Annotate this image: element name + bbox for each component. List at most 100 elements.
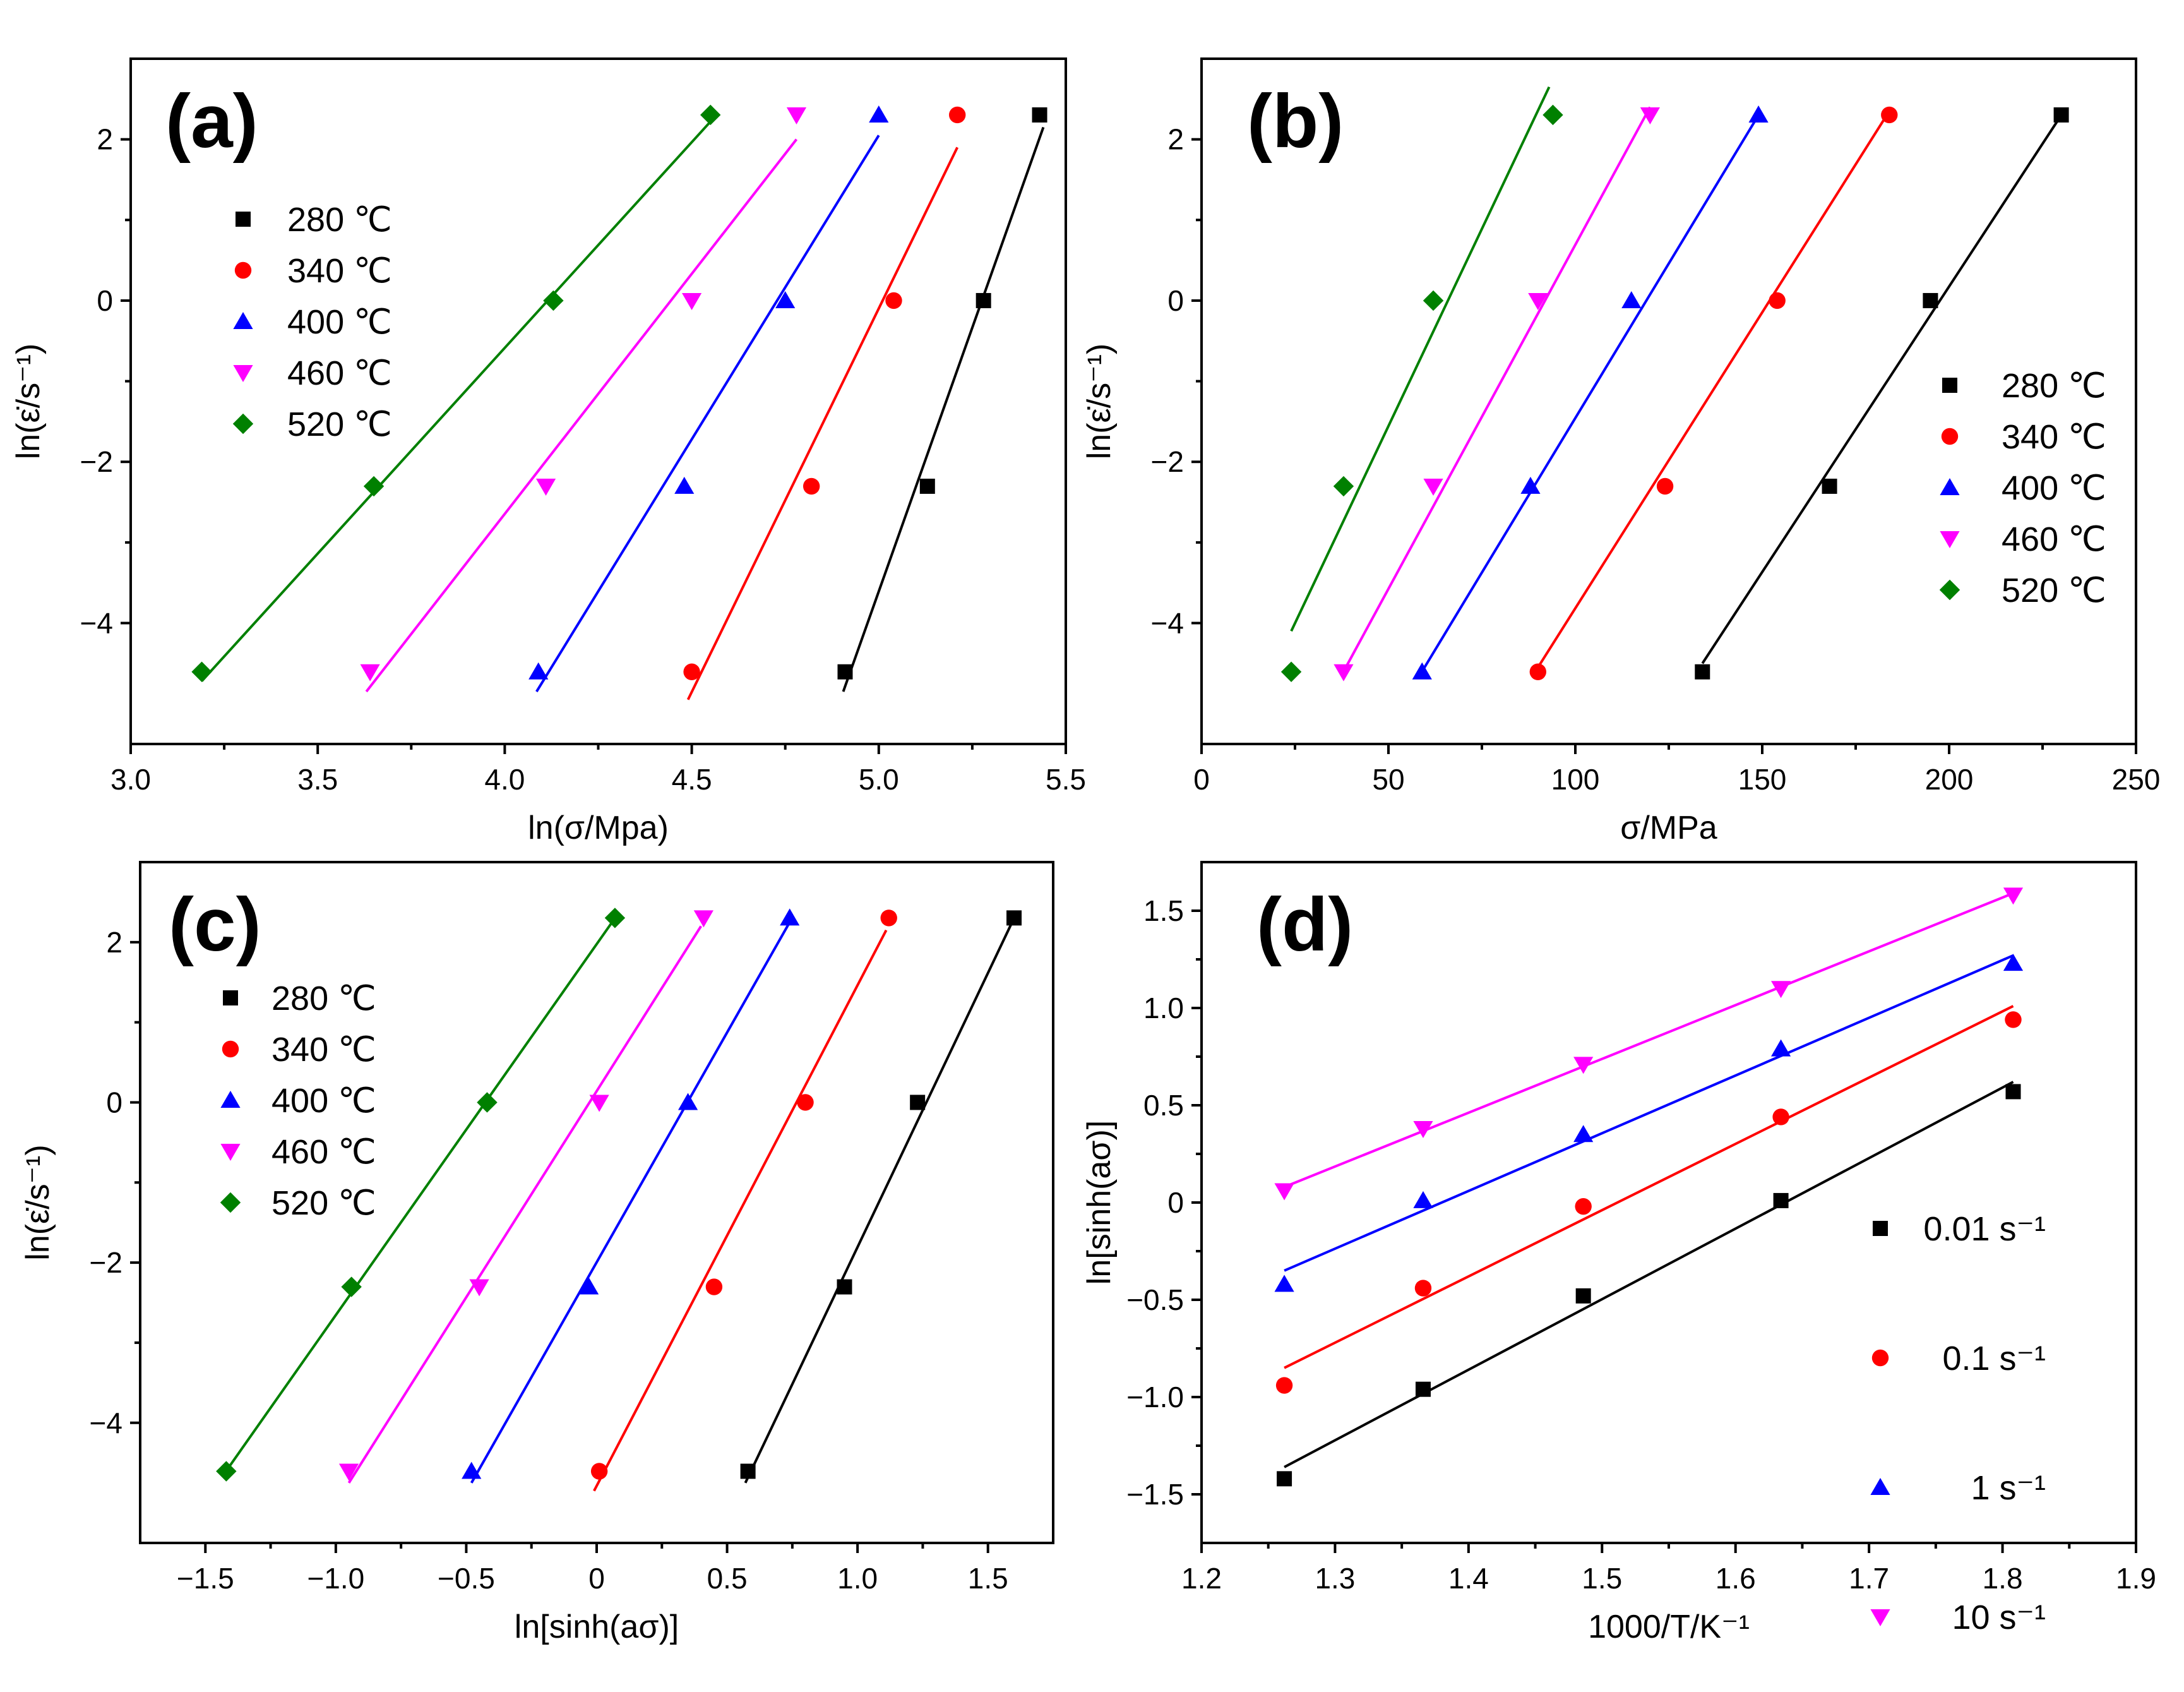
data-point (1274, 1183, 1294, 1201)
y-tick-label: −0.5 (1126, 1283, 1184, 1316)
data-point (462, 1461, 482, 1479)
data-point (705, 1278, 723, 1295)
y-tick-label: −1.5 (1126, 1478, 1184, 1511)
x-axis-title: σ/MPa (1620, 810, 1717, 846)
legend-label: 400 ℃ (2002, 469, 2106, 507)
legend-marker (1940, 478, 1960, 495)
data-point (1415, 1381, 1431, 1397)
series-3 (1274, 954, 2024, 1292)
data-point (1640, 107, 1660, 124)
data-point (1575, 1197, 1592, 1215)
data-point (1573, 1057, 1594, 1074)
fit-line (1537, 110, 1890, 668)
data-point (775, 291, 796, 308)
legend-marker (1870, 1609, 1890, 1626)
data-point (885, 292, 902, 309)
fit-line (225, 917, 616, 1472)
y-tick-label: 0 (97, 284, 113, 317)
legend-label: 340 ℃ (272, 1031, 376, 1069)
legend-label: 10 s⁻¹ (1952, 1599, 2046, 1636)
legend-label: 280 ℃ (2002, 367, 2106, 405)
data-point (678, 1093, 698, 1110)
x-tick-label: 250 (2112, 763, 2161, 796)
fit-line (1284, 954, 2014, 1272)
data-point (880, 909, 897, 927)
legend-marker (220, 1091, 241, 1108)
x-axis-title: ln(σ/Mpa) (528, 810, 669, 846)
data-point (1520, 476, 1541, 494)
data-point (837, 1279, 852, 1295)
y-tick-label: −1.0 (1126, 1381, 1184, 1413)
data-point (469, 1279, 489, 1297)
x-tick-label: 150 (1738, 763, 1787, 796)
data-point (1822, 478, 1837, 494)
x-tick-label: −1.5 (177, 1562, 234, 1595)
x-tick-label: 200 (1925, 763, 1974, 796)
data-point (1414, 1280, 1432, 1297)
data-point (1769, 292, 1786, 309)
legend-label: 280 ℃ (287, 201, 392, 239)
x-tick-label: 1.3 (1315, 1562, 1355, 1595)
legend-label: 460 ℃ (287, 354, 392, 392)
series-2 (1529, 106, 1898, 680)
data-point (579, 1277, 599, 1295)
y-tick-label: −2 (1151, 445, 1184, 478)
x-tick-label: 1.5 (1582, 1562, 1622, 1595)
fit-line (744, 917, 1015, 1484)
series-3 (1412, 105, 1769, 680)
data-point (682, 292, 702, 310)
data-point (1274, 1275, 1294, 1292)
fit-line (1342, 106, 1652, 673)
data-point (1695, 664, 1710, 680)
legend-marker (220, 1144, 241, 1161)
x-tick-label: 1.4 (1448, 1562, 1489, 1595)
data-point (477, 1092, 498, 1113)
y-tick-label: 0 (1167, 1186, 1184, 1219)
x-axis-title: 1000/T/K⁻¹ (1588, 1609, 1750, 1645)
y-axis-title: ln(ε̇/s⁻¹) (10, 344, 47, 460)
panel-label: (d) (1256, 882, 1353, 967)
series-5 (191, 104, 721, 682)
data-point (740, 1463, 756, 1479)
data-point (1529, 663, 1546, 680)
x-tick-label: 1.2 (1181, 1562, 1222, 1595)
data-point (837, 664, 853, 680)
data-point (674, 476, 695, 494)
chart-panel-1: 3.0 3.5 4.0 4.5 5.0 5.5 −4 −2 0 2 ln(σ/Mpa) ln(ε̇/s… (10, 57, 1086, 846)
data-point (2005, 1084, 2021, 1100)
fit-line (1284, 1005, 2014, 1369)
y-tick-label: 0 (106, 1086, 122, 1119)
fit-line (347, 925, 702, 1484)
series-4 (1334, 106, 1660, 681)
data-point (216, 1461, 237, 1482)
legend-label: 520 ℃ (2002, 572, 2106, 609)
fit-line (842, 126, 1045, 692)
data-point (1771, 981, 1791, 999)
y-axis-title: ln(ε̇/s⁻¹) (1081, 344, 1118, 460)
y-tick-label: 0 (1167, 284, 1184, 317)
legend-marker (1873, 1221, 1888, 1236)
x-axis-title: ln[sinh(aσ)] (515, 1609, 679, 1645)
data-point (543, 290, 564, 311)
data-point (191, 661, 212, 682)
chart-panel-2: 0 50 100 150 200 250 −4 −2 0 2 σ/MPa ln(ε̇/s⁻¹) (b) 2… (1081, 57, 2161, 846)
chart-panel-4: 1.2 1.3 1.4 1.5 1.6 1.7 1.8 1.9 −1.5 −1.0 −0.5 0 0.5… (1081, 861, 2156, 1645)
data-point (1573, 1125, 1594, 1143)
y-tick-label: 2 (106, 926, 122, 959)
data-point (797, 1094, 814, 1111)
panel-label: (c) (169, 882, 261, 967)
data-point (693, 910, 713, 928)
fit-line (201, 121, 712, 682)
legend-marker (223, 990, 238, 1005)
y-tick-label: 2 (97, 123, 113, 156)
series-2 (683, 106, 966, 700)
data-point (535, 478, 556, 496)
data-point (1771, 1039, 1791, 1057)
legend-label: 340 ℃ (287, 252, 392, 290)
data-point (360, 664, 380, 681)
legend-label: 340 ℃ (2002, 418, 2106, 456)
data-point (528, 662, 549, 680)
legend-marker (232, 413, 254, 435)
fit-line (535, 135, 880, 693)
y-tick-label: −4 (90, 1407, 122, 1439)
